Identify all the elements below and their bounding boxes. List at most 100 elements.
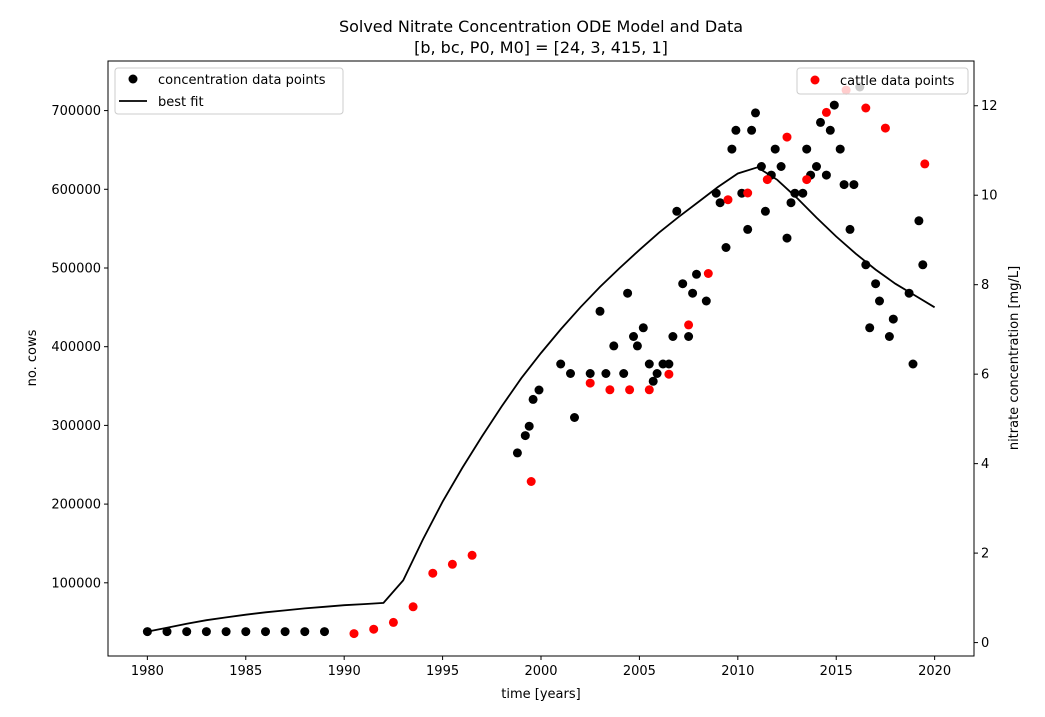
y-right-tick-label: 2 [981,547,989,562]
concentration-data-point [849,180,859,190]
x-tick-label: 2005 [623,664,656,679]
y-axis-left: 100000 200000 300000 400000 500000 600000 7000… [51,104,108,591]
concentration-data-point [566,369,575,378]
x-axis: 1980 1985 1990 1995 2000 2005 2010 2015 2020 [131,656,951,679]
x-tick-label: 2000 [524,664,557,679]
concentration-data-point [534,385,544,395]
concentration-data-point [520,431,530,441]
concentration-data-point [821,170,831,180]
concentration-data-point [201,627,211,637]
concentration-data-point [908,359,918,369]
concentration-data-point [595,306,605,316]
legend-best-fit-label: best fit [158,95,204,110]
legend-concentration-label: concentration data points [158,73,326,88]
cattle-data-point [821,107,831,117]
concentration-data-point [678,279,688,289]
y-right-tick-label: 8 [981,278,989,293]
concentration-data-point [668,332,678,341]
concentration-data-point [802,144,812,154]
cattle-data-point [408,602,418,612]
y-left-tick-label: 600000 [51,183,101,198]
x-tick-label: 2020 [918,664,951,679]
cattle-data-point [703,269,713,278]
concentration-data-point [619,369,629,378]
concentration-data-point [320,627,329,637]
concentration-data-point [684,332,694,341]
x-tick-label: 1980 [131,664,164,679]
x-tick-label: 2010 [721,664,754,679]
legend-cattle-label: cattle data points [840,74,955,89]
concentration-data-point [623,288,633,298]
chart-subtitle: [b, bc, P0, M0] = [24, 3, 415, 1] [414,38,668,57]
concentration-data-point [790,188,800,198]
concentration-data-point [692,269,701,279]
best-fit-line [147,166,936,633]
concentration-data-point [672,206,682,216]
y-left-tick-label: 100000 [51,576,101,591]
concentration-data-point [731,125,741,135]
y-axis-right: 0 2 4 6 8 10 12 [974,99,998,651]
concentration-data-point [829,100,839,110]
x-tick-label: 1985 [229,664,262,679]
y-left-tick-label: 500000 [51,261,101,276]
cattle-data-point [644,385,654,395]
concentration-data-point [835,144,845,154]
concentration-data-point [638,323,648,333]
cattle-data-point [625,385,635,395]
concentration-data-point [688,288,698,298]
y-left-tick-label: 400000 [51,340,101,355]
cattle-data-point [467,550,477,560]
cattle-data-point [388,617,398,627]
concentration-data-point [816,117,825,127]
concentration-data-point [798,188,808,198]
cattle-data-point [349,629,359,639]
cattle-data-point [526,477,536,486]
legend-right: cattle data points [796,67,969,95]
concentration-data-point [914,216,924,226]
cattle-data-point [880,123,890,133]
concentration-data-point [918,260,928,270]
concentration-data-point [570,413,579,422]
concentration-data-point [629,332,638,341]
cattle-data-point [664,369,674,379]
concentration-data-point [585,369,595,378]
y-right-tick-label: 4 [981,457,989,472]
concentration-data-point [888,314,898,324]
cattle-data-point [782,132,792,142]
concentration-data-point [556,359,566,369]
concentration-data-point [300,627,310,637]
concentration-data-point [528,394,538,404]
y-axis-right-label: nitrate concentration [mg/L] [1007,266,1022,450]
cattle-data-point [585,378,595,388]
concentration-data-point [743,224,753,234]
y-right-tick-label: 0 [981,636,989,651]
concentration-data-point [652,369,662,378]
y-right-tick-label: 10 [981,189,998,204]
concentration-data-point [632,341,642,351]
concentration-data-point [182,627,192,637]
concentration-data-point [751,108,760,118]
concentration-data-point [865,323,875,333]
concentration-data-point [261,627,270,637]
cattle-data-point [723,195,733,205]
cattle-data-point [369,624,379,634]
concentration-data-point [609,341,619,351]
concentration-data-point [871,279,881,289]
cattle-data-point [920,159,930,169]
concentration-data-point [760,206,770,216]
y-left-tick-label: 300000 [51,419,101,434]
y-right-tick-label: 6 [981,368,989,383]
concentration-data-point [715,198,725,208]
concentration-data-point [727,144,737,154]
legend-concentration-marker [128,74,138,84]
cattle-data-point [447,559,457,569]
concentration-data-point [512,448,522,458]
x-axis-label: time [years] [501,687,580,702]
cattle-data-point [762,175,772,185]
concentration-data-point [162,627,172,637]
concentration-data-point [747,125,757,135]
concentration-data-point [601,369,611,378]
concentration-data-point [701,296,711,306]
plot-area [142,82,936,639]
concentration-data-point [241,627,251,637]
